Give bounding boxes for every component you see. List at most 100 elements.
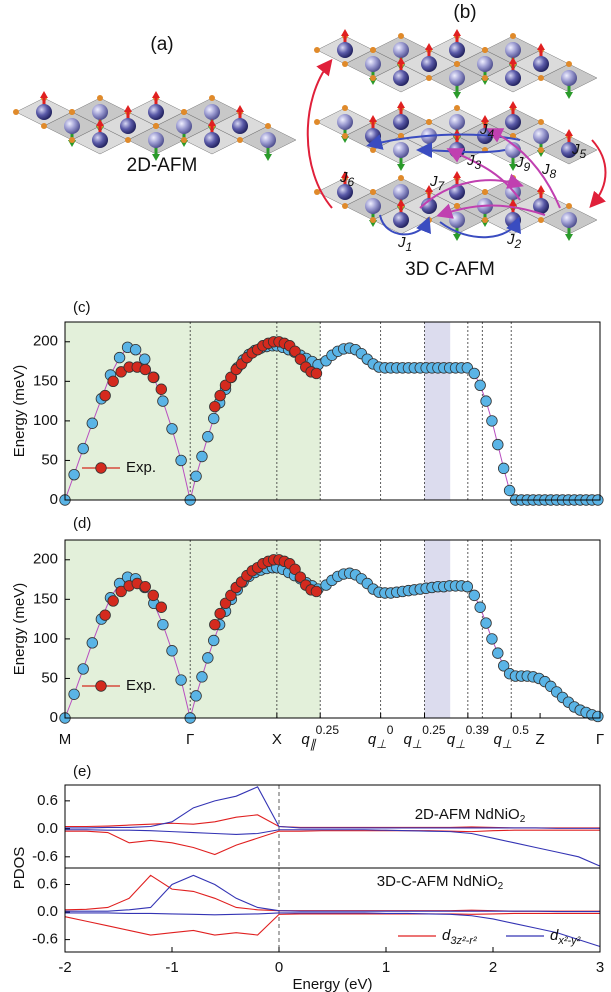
oxygen bbox=[538, 119, 544, 125]
oxygen bbox=[125, 137, 131, 143]
x-tick-label: Γ bbox=[596, 731, 604, 748]
data-point bbox=[68, 688, 80, 700]
y-axis-label: Energy (meV) bbox=[11, 365, 28, 458]
shaded-region bbox=[65, 322, 321, 500]
data-point bbox=[468, 367, 480, 380]
nickel bbox=[92, 104, 108, 120]
x-tick-label: 1 bbox=[382, 959, 390, 976]
x-tick-sub: ⊥ bbox=[412, 737, 422, 751]
x-tick-label: q⊥0.39 bbox=[447, 723, 489, 751]
panel-caption: 2D-AFM bbox=[127, 155, 198, 176]
data-point bbox=[155, 383, 168, 395]
data-point bbox=[225, 589, 237, 602]
oxygen bbox=[342, 133, 348, 139]
data-point bbox=[86, 417, 98, 429]
title-main: 3D-C-AFM NdNiO bbox=[377, 873, 498, 890]
nickel bbox=[337, 184, 353, 200]
nickel bbox=[449, 42, 465, 58]
oxygen bbox=[566, 61, 572, 67]
data-point bbox=[310, 367, 323, 380]
coupling-sub: 5 bbox=[580, 147, 587, 161]
x-tick-label: 3 bbox=[596, 959, 604, 976]
coupling-symbol: J bbox=[479, 121, 488, 138]
series-line bbox=[64, 912, 600, 936]
y-tick-label: 50 bbox=[41, 451, 58, 468]
data-point bbox=[202, 431, 214, 443]
y-tick-label: 0.6 bbox=[37, 792, 58, 809]
coupling-label: J7 bbox=[429, 173, 446, 193]
data-point bbox=[139, 580, 151, 593]
data-point bbox=[147, 589, 159, 602]
nickel bbox=[148, 132, 164, 148]
coupling-label: J5 bbox=[571, 141, 587, 161]
title-sub: 2 bbox=[520, 814, 526, 825]
spin-head bbox=[565, 92, 573, 99]
nickel bbox=[533, 128, 549, 144]
oxygen bbox=[538, 217, 544, 223]
data-point bbox=[157, 618, 169, 631]
nickel bbox=[176, 118, 192, 134]
x-tick-label: q⊥0 bbox=[368, 723, 394, 751]
nickel bbox=[204, 104, 220, 120]
legend-name: d bbox=[550, 927, 559, 944]
nickel bbox=[505, 142, 521, 158]
data-point bbox=[225, 371, 237, 384]
coupling-sub: 1 bbox=[406, 240, 413, 254]
spin-head bbox=[425, 43, 433, 50]
spin-head bbox=[264, 154, 272, 161]
nickel bbox=[365, 56, 381, 72]
oxygen bbox=[342, 61, 348, 67]
data-point bbox=[196, 671, 208, 683]
data-point bbox=[468, 589, 480, 602]
oxygen bbox=[209, 95, 215, 101]
coupling-arrow bbox=[439, 216, 521, 239]
data-point bbox=[492, 647, 504, 659]
coupling-label: J9 bbox=[515, 154, 531, 174]
data-point bbox=[77, 663, 89, 675]
oxygen bbox=[314, 189, 320, 195]
data-point bbox=[202, 652, 214, 664]
panel-caption: 3D C-AFM bbox=[405, 259, 495, 280]
data-point bbox=[99, 389, 111, 402]
nickel bbox=[393, 114, 409, 130]
coupling-sub: 6 bbox=[348, 175, 355, 189]
data-point bbox=[209, 618, 221, 631]
legend-label: d3z²-r² bbox=[442, 927, 477, 947]
oxygen bbox=[454, 105, 460, 111]
y-tick-label: 0.0 bbox=[37, 903, 58, 920]
x-tick-label: -2 bbox=[58, 959, 71, 976]
legend-name: Exp. bbox=[126, 459, 156, 476]
data-point bbox=[147, 371, 159, 384]
spin-head bbox=[481, 115, 489, 122]
coupling-sub: 9 bbox=[524, 160, 531, 174]
nickel bbox=[561, 70, 577, 86]
y-axis-label: Energy (meV) bbox=[11, 583, 28, 676]
legend-marker bbox=[95, 462, 107, 474]
data-point bbox=[129, 343, 142, 356]
oxygen bbox=[566, 203, 572, 209]
y-tick-label: 100 bbox=[33, 630, 58, 647]
nickel bbox=[232, 118, 248, 134]
data-point bbox=[498, 462, 510, 475]
nickel bbox=[365, 198, 381, 214]
series-line bbox=[64, 874, 600, 912]
nickel bbox=[505, 70, 521, 86]
series-line bbox=[65, 912, 601, 948]
spin-head bbox=[565, 129, 573, 136]
nickel bbox=[337, 114, 353, 130]
legend-sub: x²-y² bbox=[557, 935, 580, 947]
slab bbox=[314, 29, 598, 99]
nickel bbox=[421, 56, 437, 72]
coupling-arrow bbox=[486, 128, 561, 209]
coupling-symbol: J bbox=[466, 152, 475, 169]
spin-head bbox=[509, 164, 517, 171]
oxygen bbox=[454, 203, 460, 209]
x-tick-label: q⊥0.25 bbox=[403, 723, 445, 751]
oxygen bbox=[482, 47, 488, 53]
x-tick-sub: ∥ bbox=[310, 737, 317, 751]
nickel bbox=[393, 70, 409, 86]
coupling-arrow bbox=[589, 139, 607, 208]
x-tick-main: q bbox=[447, 731, 456, 748]
oxygen bbox=[538, 75, 544, 81]
spin-head bbox=[397, 57, 405, 64]
